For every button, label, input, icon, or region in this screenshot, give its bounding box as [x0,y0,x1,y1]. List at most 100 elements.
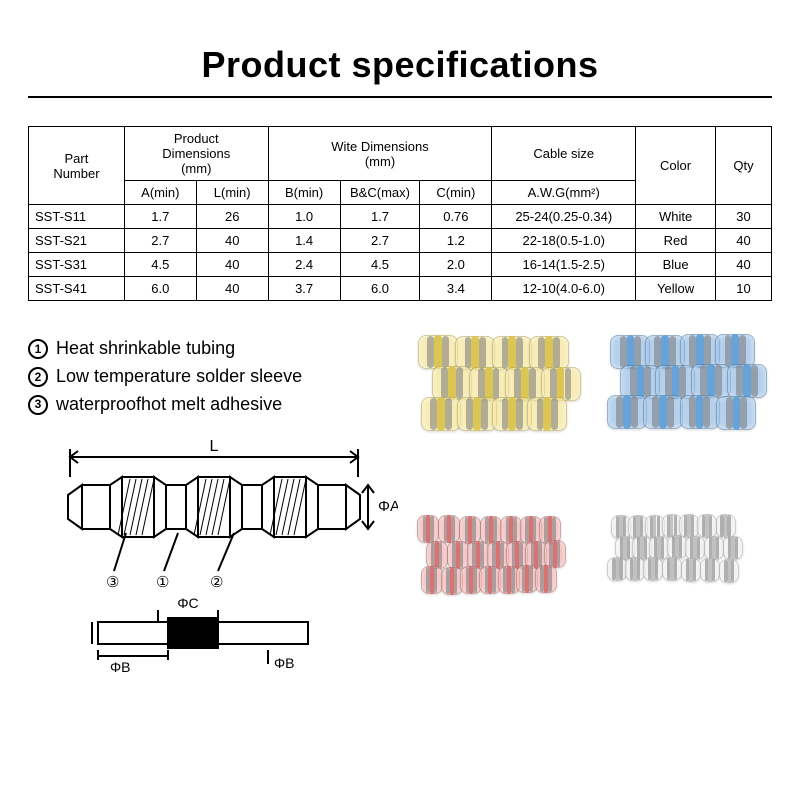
connector-tube [681,558,701,582]
table-row: SST-S111.7261.01.70.7625-24(0.25-0.34)Wh… [29,205,772,229]
connector-tube [723,536,743,560]
table-row: SST-S416.0403.76.03.412-10(4.0-6.0)Yello… [29,277,772,301]
connector-tube [662,557,682,581]
connector-pile [418,335,580,495]
feature-label: waterproofhot melt adhesive [56,391,282,419]
cell-part: SST-S21 [29,229,125,253]
connector-tube [607,395,647,429]
connector-tube [421,566,443,594]
cell-part: SST-S11 [29,205,125,229]
feature-item: 2 Low temperature solder sleeve [28,363,398,391]
feature-list: 1Heat shrinkable tubing 2 Low temperature … [28,335,398,419]
connector-tube [457,397,497,431]
connector-tube [680,334,720,368]
cell-part: SST-S41 [29,277,125,301]
cell-qty: 40 [716,229,772,253]
spec-table: PartNumber ProductDimensions(mm) Wite Di… [28,126,772,301]
connector-tube [535,565,557,593]
cell-l: 40 [196,229,268,253]
cell-b: 1.4 [268,229,340,253]
connector-tube [492,336,532,370]
connector-tube [704,536,724,560]
connector-tube [680,395,720,429]
cell-color: White [636,205,716,229]
feature-label: Low temperature solder sleeve [56,363,302,391]
connector-tube [719,559,739,583]
cell-l: 40 [196,277,268,301]
connector-tube [700,558,720,582]
cell-color: Blue [636,253,716,277]
connector-tube [685,536,705,560]
connector-tube [643,557,663,581]
cell-bc: 2.7 [340,229,420,253]
connector-tube [697,514,717,538]
cell-bc: 1.7 [340,205,420,229]
connector-tube [447,541,469,569]
label-n3: ③ [106,574,119,591]
feature-number-icon: 2 [28,367,48,387]
feature-number-icon: 3 [28,395,48,415]
col-part: PartNumber [29,127,125,205]
connector-tube [529,336,569,370]
cell-bc: 6.0 [340,277,420,301]
connector-tube [716,396,756,430]
label-phiB-right: ΦB [274,655,295,671]
connector-tube [715,334,755,368]
cell-qty: 40 [716,253,772,277]
feature-item: 3 waterproofhot melt adhesive [28,391,398,419]
connector-tube [667,535,687,559]
page-title: Product specifications [28,44,772,86]
cell-a: 6.0 [124,277,196,301]
label-n1: ① [156,574,169,591]
connector-tube [716,514,736,538]
connector-pile [610,515,772,655]
cell-awg: 25-24(0.25-0.34) [492,205,636,229]
cell-qty: 10 [716,277,772,301]
connector-tube [455,336,495,370]
connector-tube [421,397,461,431]
cell-l: 40 [196,253,268,277]
connector-tube [643,395,683,429]
connector-pile [610,335,772,495]
cell-a: 1.7 [124,205,196,229]
cell-c: 0.76 [420,205,492,229]
sub-b: B(min) [268,181,340,205]
col-wire: Wite Dimensions(mm) [268,127,492,181]
sub-a: A(min) [124,181,196,205]
col-prod: ProductDimensions(mm) [124,127,268,181]
col-color: Color [636,127,716,205]
cell-bc: 4.5 [340,253,420,277]
connector-tube [625,557,645,581]
connector-tube [505,367,545,401]
feature-item: 1Heat shrinkable tubing [28,335,398,363]
label-n2: ② [210,574,223,591]
cell-c: 3.4 [420,277,492,301]
sub-l: L(min) [196,181,268,205]
connector-tube [480,516,502,544]
title-underline [28,96,772,98]
col-qty: Qty [716,127,772,205]
cell-color: Yellow [636,277,716,301]
label-L: L [210,438,219,455]
connector-tube [541,367,581,401]
connector-tube [527,397,567,431]
connector-tube [426,541,448,569]
cell-c: 1.2 [420,229,492,253]
label-phiB-left: ΦB [110,659,131,675]
connector-tube [500,516,522,544]
cell-color: Red [636,229,716,253]
cell-awg: 22-18(0.5-1.0) [492,229,636,253]
connector-tube [438,515,460,543]
connector-tube [418,335,458,369]
feature-number-icon: 1 [28,339,48,359]
connector-tube [467,541,489,569]
product-photo [418,335,772,702]
table-row: SST-S212.7401.42.71.222-18(0.5-1.0)Red40 [29,229,772,253]
cell-a: 4.5 [124,253,196,277]
cell-a: 2.7 [124,229,196,253]
sub-awg: A.W.G(mm²) [492,181,636,205]
sub-bc: B&C(max) [340,181,420,205]
cell-b: 3.7 [268,277,340,301]
cell-c: 2.0 [420,253,492,277]
cell-awg: 16-14(1.5-2.5) [492,253,636,277]
